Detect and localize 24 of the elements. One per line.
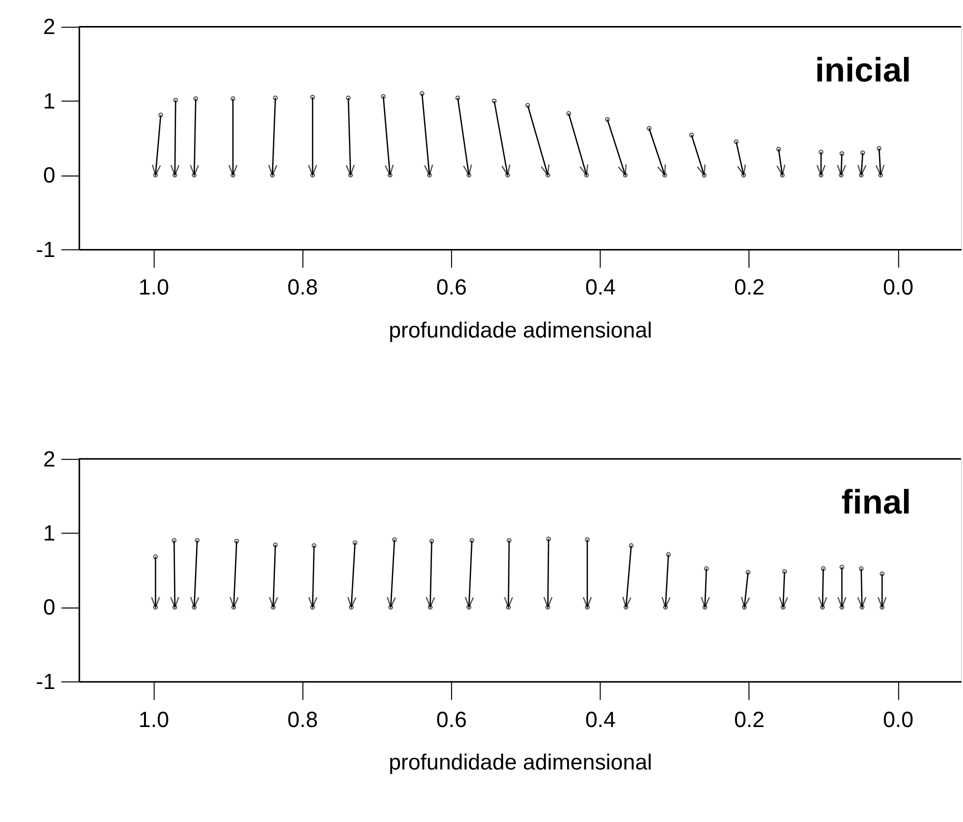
- annotation: inicial: [815, 52, 912, 90]
- y-tick-label: 1: [43, 88, 56, 114]
- x-tick-label: 0.6: [436, 706, 467, 732]
- y-tick-label: 0: [43, 162, 56, 188]
- x-tick-label: 0.2: [734, 274, 765, 300]
- x-tick-label: 0.8: [287, 706, 318, 732]
- y-tick-label: 0: [43, 594, 56, 620]
- y-tick-label: -1: [36, 236, 56, 262]
- x-axis-title: profundidade adimensional: [388, 318, 652, 343]
- x-tick-label: 0.4: [585, 274, 616, 300]
- y-tick-label: 2: [43, 14, 56, 40]
- x-tick-label: 1.0: [138, 706, 170, 732]
- annotation: final: [841, 484, 912, 522]
- y-tick-label: -1: [36, 668, 56, 694]
- y-tick-label: 2: [43, 446, 56, 472]
- x-tick-label: 0.0: [882, 274, 914, 300]
- x-axis-title: profundidade adimensional: [388, 750, 652, 775]
- x-tick-label: 0.2: [734, 706, 765, 732]
- x-tick-label: 0.6: [436, 274, 467, 300]
- x-tick-label: 0.4: [585, 706, 616, 732]
- x-tick-label: 0.0: [882, 706, 914, 732]
- x-tick-label: 1.0: [138, 274, 170, 300]
- x-tick-label: 0.8: [287, 274, 318, 300]
- y-tick-label: 1: [43, 520, 56, 546]
